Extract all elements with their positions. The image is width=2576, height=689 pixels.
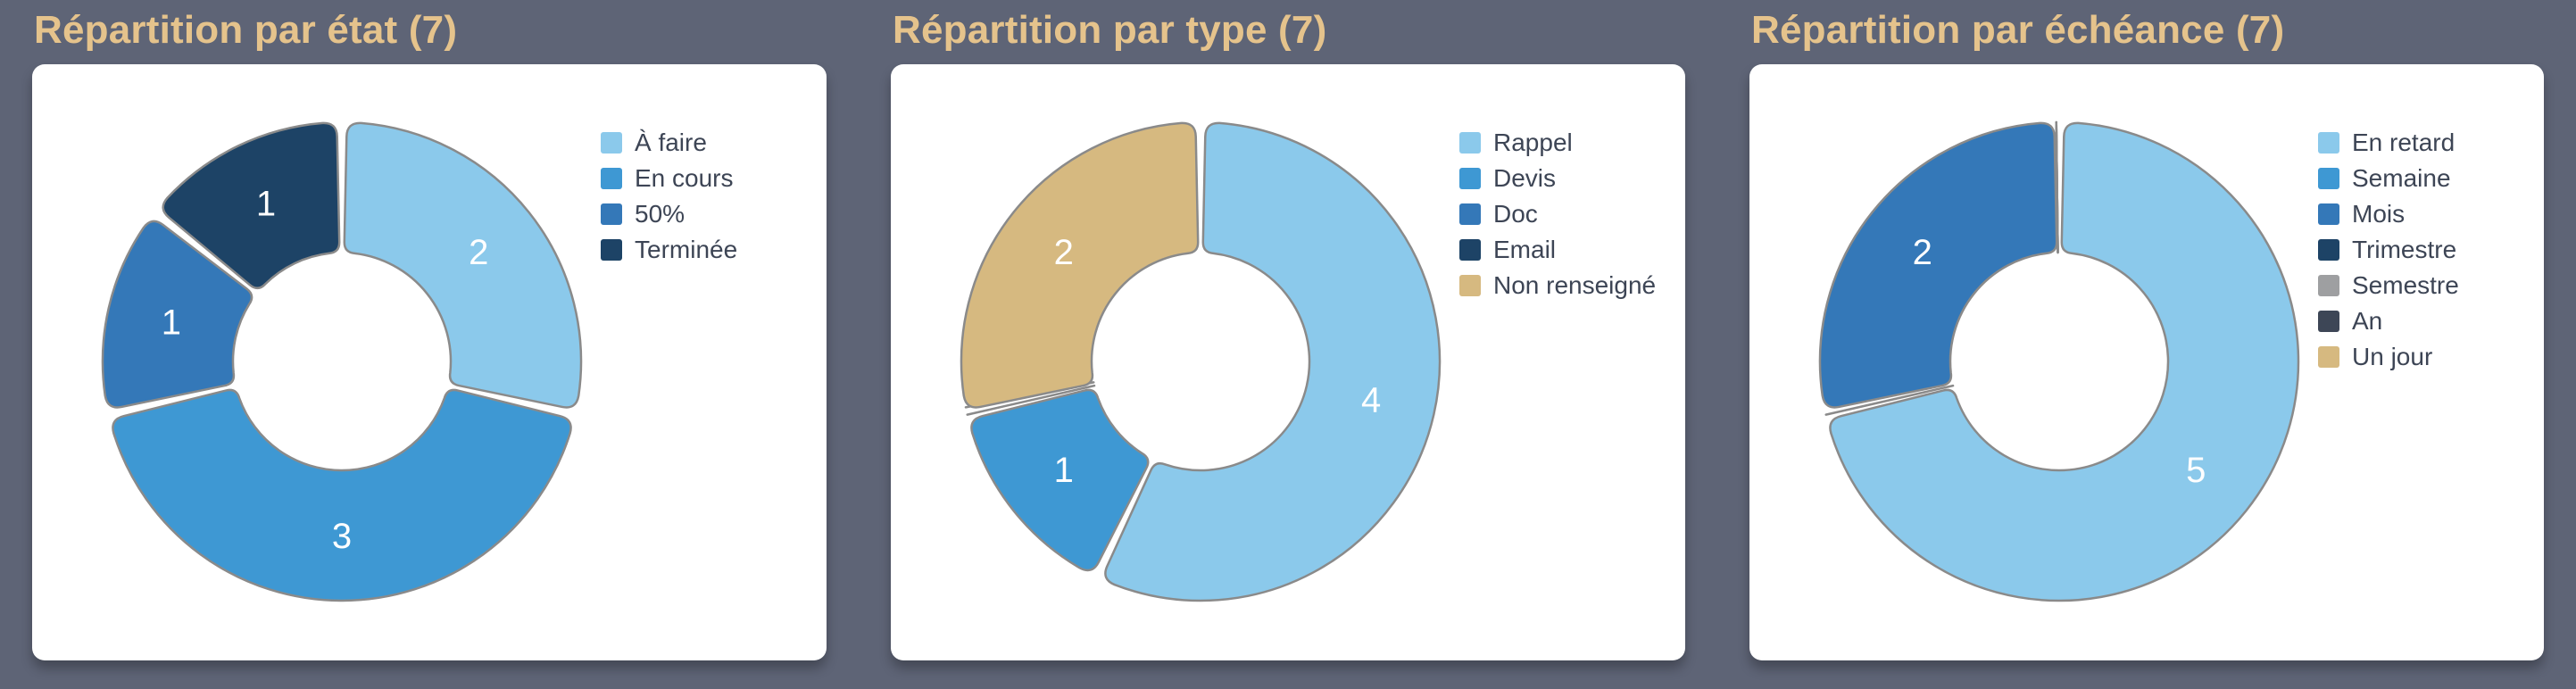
chart-title-etat: Répartition par état (7) — [34, 8, 458, 52]
legend-label: Semaine — [2352, 164, 2451, 192]
legend-label: À faire — [635, 129, 707, 156]
legend-item[interactable]: Email — [1459, 236, 1656, 264]
legend-type: Rappel Devis Doc Email Non renseigné — [1459, 129, 1656, 307]
donut-chart-type: 4 1 2 — [960, 121, 1442, 602]
donut-slice[interactable] — [343, 121, 583, 409]
donut-slice[interactable] — [960, 121, 1200, 409]
legend-item[interactable]: Doc — [1459, 200, 1656, 228]
legend-swatch-icon — [2318, 203, 2339, 225]
chart-card-type: 4 1 2 Rappel Devis Doc Email Non renseigné — [891, 64, 1685, 660]
slice-value-label: 1 — [1054, 451, 1074, 490]
legend-label: Un jour — [2352, 343, 2433, 370]
legend-label: 50% — [635, 200, 686, 228]
legend-item[interactable]: An — [2318, 307, 2459, 336]
legend-swatch-icon — [2318, 311, 2339, 332]
legend-label: Email — [1493, 236, 1557, 263]
legend-swatch-icon — [2318, 275, 2339, 296]
legend-swatch-icon — [1459, 203, 1481, 225]
legend-label: Doc — [1493, 200, 1538, 228]
chart-title-type: Répartition par type (7) — [893, 8, 1327, 52]
legend-label: Rappel — [1493, 129, 1573, 156]
donut-slice[interactable] — [1104, 121, 1442, 602]
legend-item[interactable]: En cours — [601, 164, 737, 193]
legend-label: Trimestre — [2352, 236, 2457, 263]
donut-chart-echeance: 52 — [1818, 120, 2300, 602]
legend-label: Mois — [2352, 200, 2406, 228]
legend-label: An — [2352, 307, 2383, 335]
legend-item[interactable]: Un jour — [2318, 343, 2459, 371]
legend-swatch-icon — [2318, 346, 2339, 368]
slice-value-label: 4 — [1361, 381, 1381, 420]
donut-slice-zero[interactable] — [2055, 120, 2059, 254]
slice-value-label: 2 — [1054, 233, 1074, 272]
legend-item[interactable]: Semaine — [2318, 164, 2459, 193]
donut-slice[interactable] — [1818, 121, 2058, 409]
donut-slice[interactable] — [162, 121, 341, 290]
legend-label: En cours — [635, 164, 734, 192]
legend-item[interactable]: Terminée — [601, 236, 737, 264]
legend-swatch-icon — [601, 203, 622, 225]
legend-item[interactable]: Mois — [2318, 200, 2459, 228]
legend-item[interactable]: En retard — [2318, 129, 2459, 157]
donut-slice-zero[interactable] — [966, 384, 1096, 416]
slice-value-label: 2 — [1913, 233, 1932, 272]
legend-item[interactable]: Trimestre — [2318, 236, 2459, 264]
legend-swatch-icon — [2318, 168, 2339, 189]
legend-label: En retard — [2352, 129, 2456, 156]
legend-item[interactable]: Non renseigné — [1459, 271, 1656, 300]
legend-swatch-icon — [2318, 239, 2339, 261]
legend-swatch-icon — [1459, 239, 1481, 261]
legend-label: Non renseigné — [1493, 271, 1657, 299]
chart-panel-type: Répartition par type (7) 4 1 2 Rappel Devis… — [859, 0, 1717, 689]
legend-label: Terminée — [635, 236, 738, 263]
chart-card-etat: 2 3 1 1 À faire En cours 50% Terminée — [32, 64, 827, 660]
chart-panel-etat: Répartition par état (7) 2 3 1 1 À faire En … — [0, 0, 859, 689]
legend-label: Semestre — [2352, 271, 2459, 299]
donut-slice[interactable] — [112, 388, 572, 602]
donut-slice-zero[interactable] — [1824, 384, 1955, 416]
legend-item[interactable]: À faire — [601, 129, 737, 157]
legend-swatch-icon — [601, 168, 622, 189]
slice-value-label: 5 — [2186, 451, 2206, 490]
chart-title-echeance: Répartition par échéance (7) — [1751, 8, 2285, 52]
legend-item[interactable]: 50% — [601, 200, 737, 228]
donut-slice[interactable] — [970, 388, 1150, 572]
legend-swatch-icon — [1459, 132, 1481, 154]
donut-chart-etat: 2 3 1 1 — [101, 121, 583, 602]
legend-swatch-icon — [1459, 275, 1481, 296]
legend-swatch-icon — [601, 132, 622, 154]
donut-slice[interactable] — [101, 220, 253, 409]
slice-value-label: 3 — [332, 517, 352, 556]
legend-swatch-icon — [1459, 168, 1481, 189]
legend-swatch-icon — [601, 239, 622, 261]
legend-echeance: En retard Semaine Mois Trimestre Semestre An U… — [2318, 129, 2459, 378]
legend-etat: À faire En cours 50% Terminée — [601, 129, 737, 271]
slice-value-label: 1 — [162, 303, 181, 342]
donut-slice[interactable] — [1829, 121, 2300, 602]
legend-item[interactable]: Semestre — [2318, 271, 2459, 300]
legend-label: Devis — [1493, 164, 1557, 192]
legend-swatch-icon — [2318, 132, 2339, 154]
slice-value-label: 1 — [256, 184, 276, 223]
slice-value-label: 2 — [469, 233, 488, 272]
legend-item[interactable]: Rappel — [1459, 129, 1656, 157]
legend-item[interactable]: Devis — [1459, 164, 1656, 193]
